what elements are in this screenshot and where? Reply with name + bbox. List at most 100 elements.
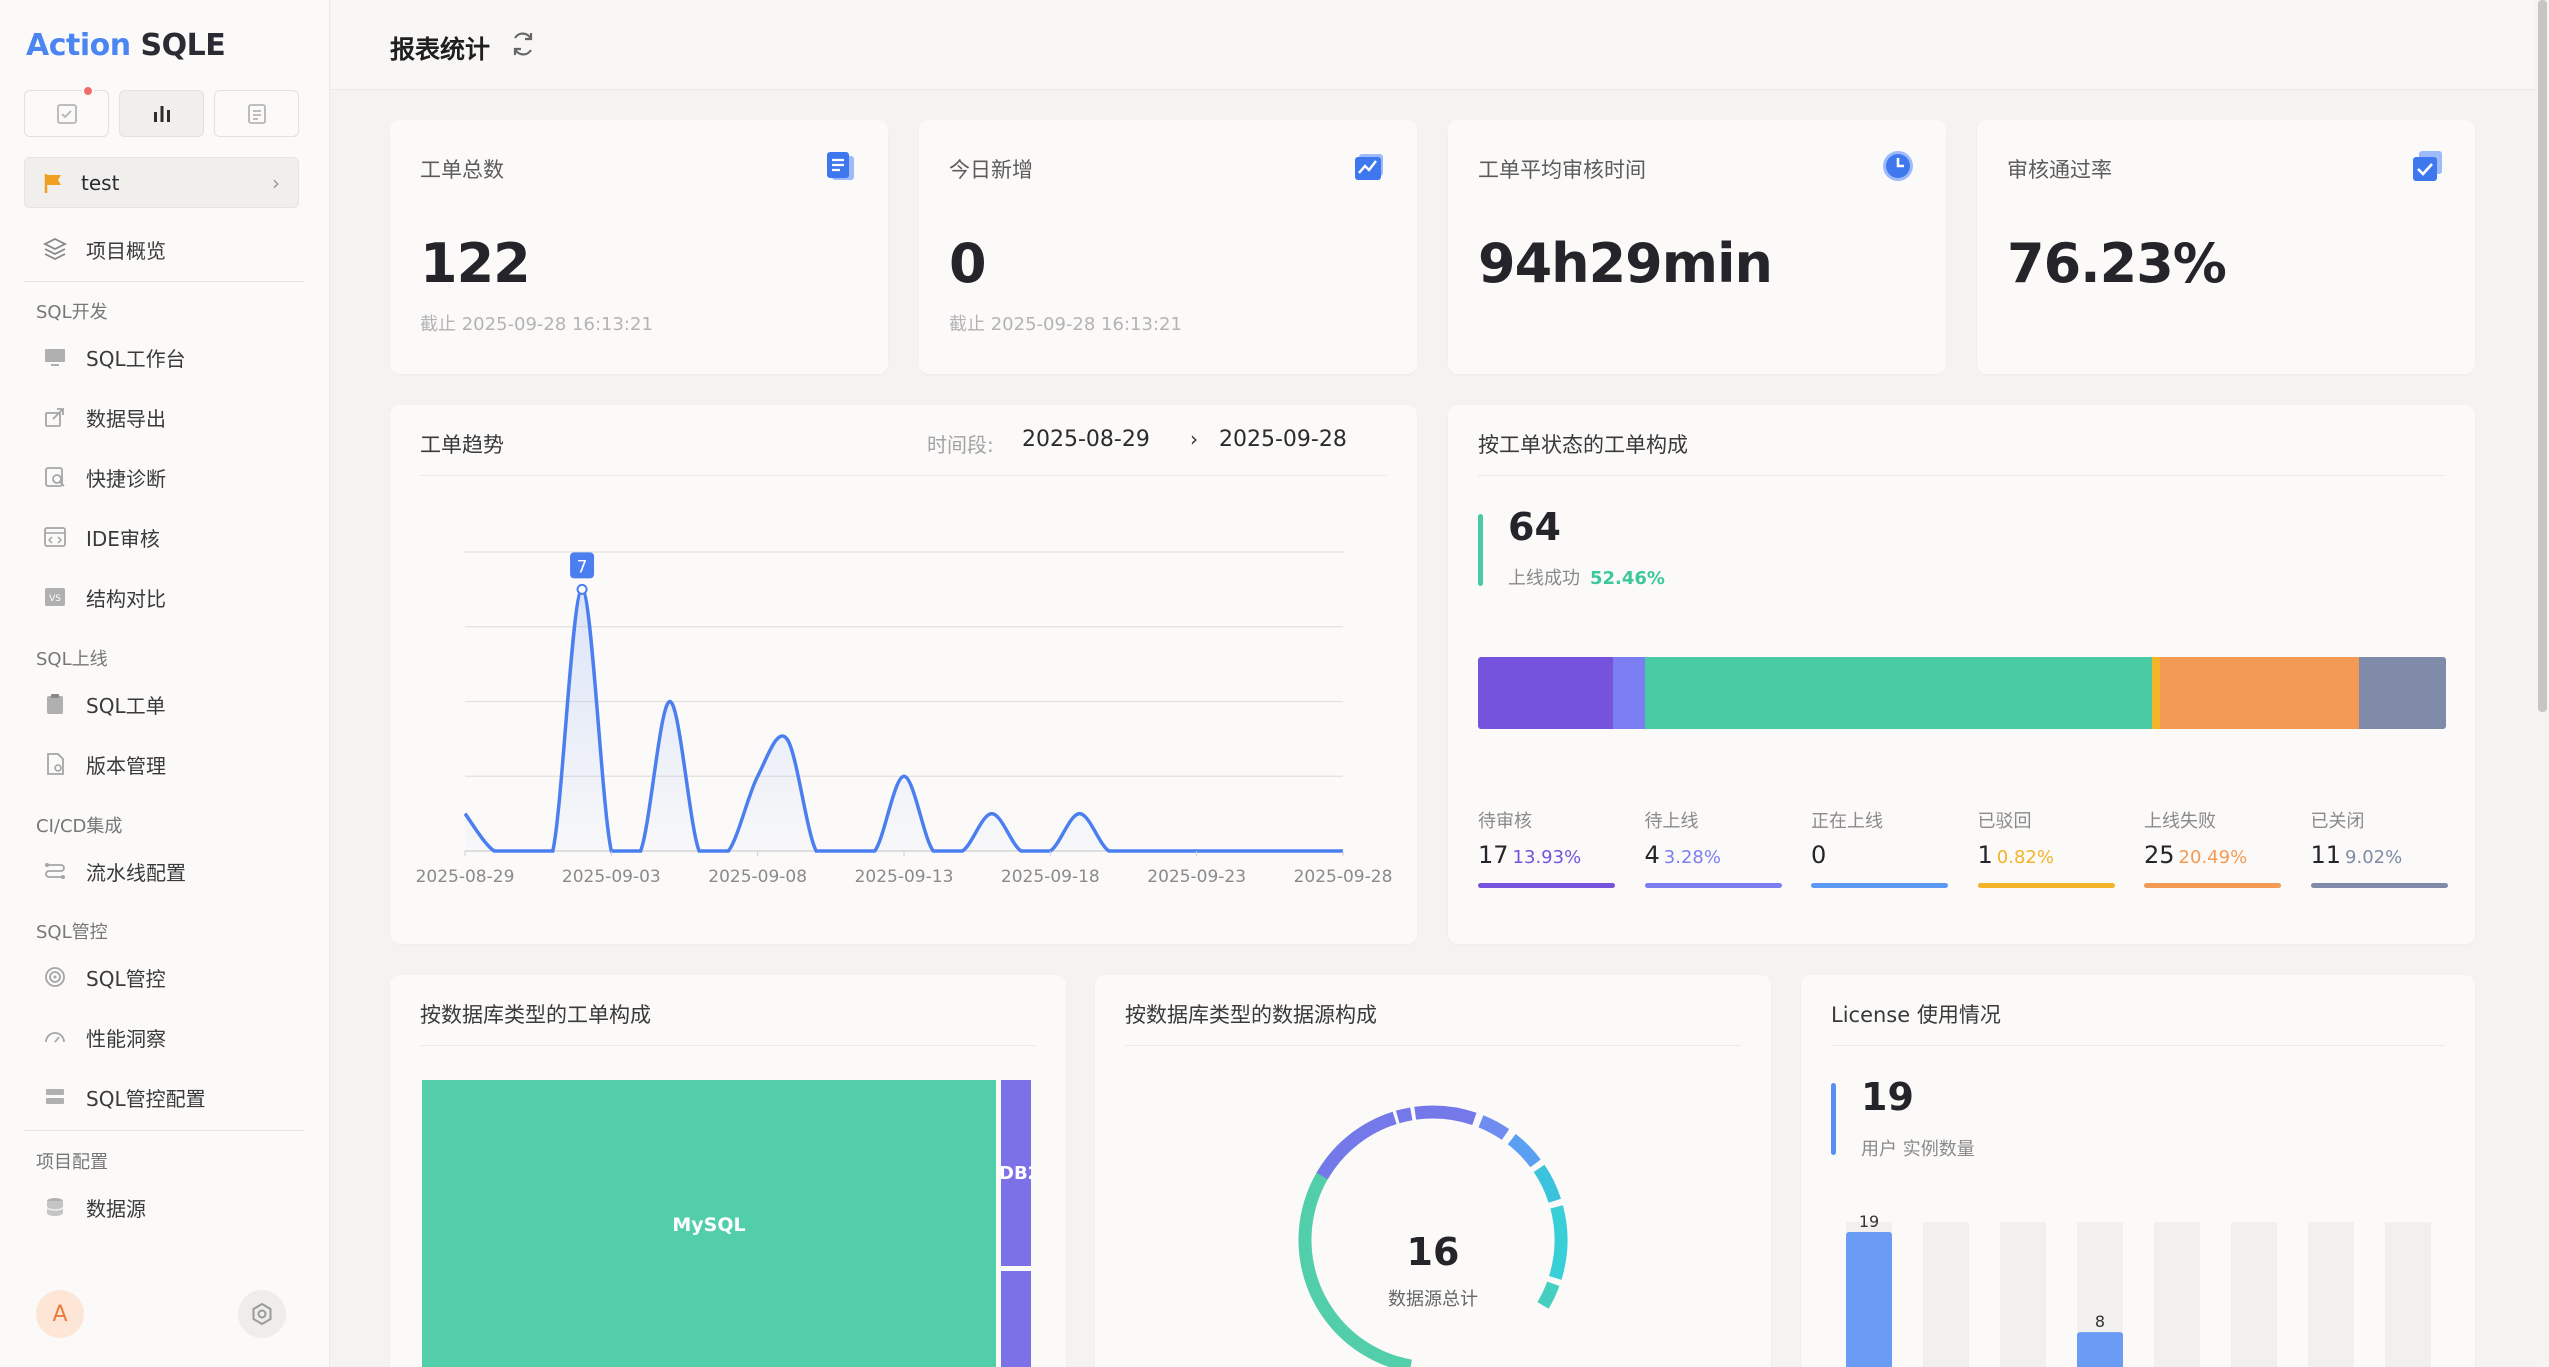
trend-point[interactable] [1280,847,1288,855]
x-tick-label: 2025-09-18 [1001,867,1100,887]
trend-point[interactable] [1310,847,1318,855]
status-legend-item[interactable]: 待审核 17 13.93% [1478,807,1615,888]
trend-point[interactable] [461,810,469,818]
license-bar[interactable] [1846,1232,1892,1367]
card-divider [1478,475,2445,476]
donut-segment[interactable] [1283,1090,1583,1367]
license-bar[interactable] [2077,1332,2123,1367]
nav-data-export[interactable]: 数据导出 [40,397,166,437]
status-legend-item[interactable]: 待上线 4 3.28% [1644,807,1782,888]
stat-card-total-tickets: 工单总数 122 截止 2025-09-28 16:13:21 [390,120,888,374]
trend-point[interactable] [490,847,498,855]
trend-chart[interactable]: 7 2025-08-29 2025-09-03 2025-09-08 2025-09-1… [390,405,1417,944]
trend-point[interactable] [929,847,937,855]
trend-point[interactable] [695,847,703,855]
trend-point[interactable] [1017,847,1025,855]
license-bar-chart[interactable]: 19 8 [1801,975,2475,1367]
stacked-bar-segment[interactable] [1612,657,1645,729]
status-underline [2144,883,2281,888]
donut-total-label: 数据源总计 [1388,1289,1478,1310]
trend-point[interactable] [841,847,849,855]
status-legend-item[interactable]: 正在上线 0 [1811,807,1948,888]
trend-point[interactable] [520,847,528,855]
clipboard-icon [40,689,70,719]
status-underline [1478,883,1615,888]
project-selector[interactable]: test › [24,157,299,208]
stacked-bar-segment[interactable] [2160,657,2359,729]
donut-segment[interactable] [1283,1090,1583,1367]
nav-data-source[interactable]: 数据源 [40,1187,146,1227]
status-legend-item[interactable]: 上线失败 25 20.49% [2144,807,2281,888]
donut-segment[interactable] [1283,1090,1583,1367]
page-scrollbar[interactable] [2535,0,2549,1367]
trend-point[interactable] [988,810,996,818]
trend-point[interactable] [1163,847,1171,855]
report-mode-button[interactable] [119,90,204,137]
trend-point[interactable] [1222,847,1230,855]
range-start-input[interactable]: 2025-08-29 [1022,427,1150,452]
treemap-cell-other[interactable] [1001,1271,1031,1367]
trend-point[interactable] [1076,810,1084,818]
trend-point[interactable] [1251,847,1259,855]
trend-point[interactable] [1105,847,1113,855]
trend-point[interactable] [549,847,557,855]
nav-sql-workbench[interactable]: SQL工作台 [40,337,186,377]
nav-pipeline-config[interactable]: 流水线配置 [40,851,186,891]
stacked-bar-segment[interactable] [1644,657,2153,729]
stacked-bar-segment[interactable] [2358,657,2446,729]
status-stacked-bar[interactable] [1478,657,2446,729]
trend-point[interactable] [1134,847,1142,855]
pipeline-icon [40,856,70,886]
x-tick-label: 2025-09-28 [1294,867,1393,887]
nav-performance-insight[interactable]: 性能洞察 [40,1017,166,1057]
refresh-icon[interactable] [508,29,538,59]
trend-point[interactable] [666,698,674,706]
treemap-cell-db2[interactable]: DB2 [1001,1080,1031,1266]
user-avatar[interactable]: A [36,1290,84,1338]
donut-segment[interactable] [1283,1090,1583,1367]
stacked-bar-segment[interactable] [1478,657,1613,729]
status-legend-item[interactable]: 已驳回 1 0.82% [1977,807,2115,888]
chevron-right-icon: › [272,170,280,195]
trend-point[interactable] [754,772,762,780]
nav-label: SQL管控配置 [86,1086,206,1111]
app-logo[interactable]: Action SQLE [26,28,226,63]
trend-point[interactable] [783,735,791,743]
nav-schema-compare[interactable]: VS 结构对比 [40,577,166,617]
donut-total: 16 [1406,1230,1460,1274]
nav-project-overview[interactable]: 项目概览 [40,229,166,269]
donut-chart[interactable] [1283,1090,1583,1367]
range-end-input[interactable]: 2025-09-28 [1219,427,1347,452]
nav-quick-diagnosis[interactable]: 快捷诊断 [40,457,166,497]
nav-sql-control[interactable]: SQL管控 [40,957,166,997]
treemap-cell-mysql[interactable]: MySQL [422,1080,996,1367]
nav-label: 快捷诊断 [86,466,166,491]
todo-mode-button[interactable] [24,85,109,137]
scrollbar-thumb[interactable] [2538,0,2547,712]
trend-point[interactable] [900,772,908,780]
stat-label: 工单总数 [420,158,504,182]
trend-point[interactable] [812,847,820,855]
donut-segment[interactable] [1283,1090,1583,1367]
nav-version-management[interactable]: 版本管理 [40,744,166,784]
donut-segment[interactable] [1283,1090,1583,1367]
doc-mode-button[interactable] [214,90,299,137]
nav-ide-review[interactable]: IDE审核 [40,517,160,557]
x-tick-label: 2025-09-13 [855,867,954,887]
trend-point[interactable] [724,847,732,855]
code-window-icon [40,522,70,552]
accent-bar [1478,514,1483,586]
status-legend-item[interactable]: 已关闭 11 9.02% [2310,807,2448,888]
donut-segment[interactable] [1283,1090,1583,1367]
settings-button[interactable] [238,1290,286,1338]
trend-point[interactable] [959,847,967,855]
trend-point[interactable] [637,847,645,855]
nav-sql-control-config[interactable]: SQL管控配置 [40,1077,206,1117]
nav-sql-ticket[interactable]: SQL工单 [40,684,166,724]
top-bar: 报表统计 [331,0,2540,90]
peak-point[interactable] [576,583,588,595]
trend-point[interactable] [871,847,879,855]
stacked-bar-segment[interactable] [2152,657,2161,729]
nav-label: 性能洞察 [86,1026,166,1051]
gear-icon [252,1302,272,1326]
